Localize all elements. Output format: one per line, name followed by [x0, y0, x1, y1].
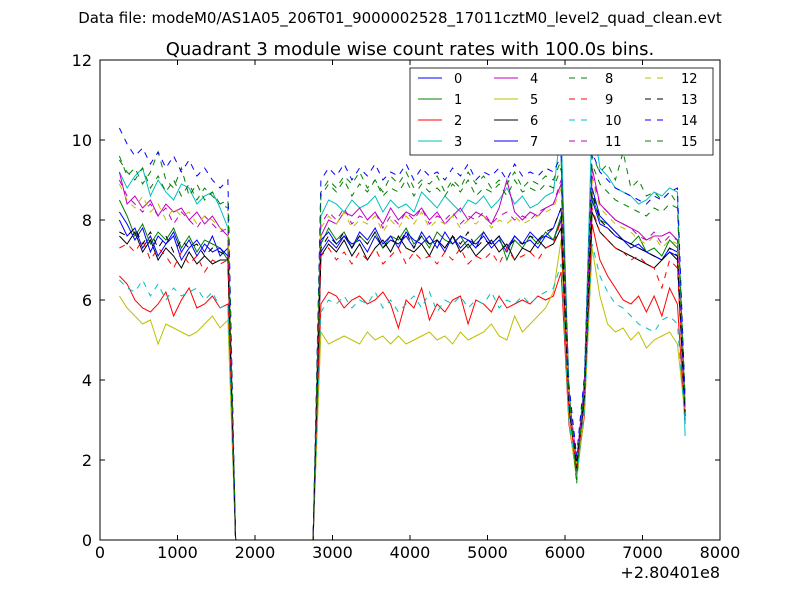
legend-label-10: 10 [605, 114, 622, 129]
legend-label-9: 9 [605, 93, 613, 108]
legend-label-4: 4 [530, 72, 538, 87]
series-line-1 [118, 195, 686, 541]
series-line-2 [119, 223, 686, 541]
series-line-15 [118, 159, 686, 541]
data-file-label: Data file: modeM0/AS1A05_206T01_90000025… [78, 9, 722, 28]
chart-title: Quadrant 3 module wise count rates with … [166, 39, 655, 60]
y-tick-label: 0 [82, 531, 92, 550]
x-tick-label: 0 [95, 543, 105, 562]
series-line-3 [118, 115, 686, 541]
x-tick-label: 1000 [157, 543, 198, 562]
x-offset-label: +2.80401e8 [620, 563, 720, 582]
x-tick-label: 6000 [545, 543, 586, 562]
legend-label-3: 3 [454, 135, 462, 150]
series-line-11 [118, 175, 686, 541]
series-line-9 [119, 207, 686, 541]
x-tick-label: 4000 [390, 543, 431, 562]
series-line-0 [118, 199, 686, 541]
tick-layer: 0 1000 2000 3000 4000 5000 6000 7000 80000246810… [72, 51, 741, 562]
series-line-8 [118, 150, 686, 541]
y-tick-label: 2 [82, 451, 92, 470]
legend-label-6: 6 [530, 114, 538, 129]
x-tick-label: 2000 [235, 543, 276, 562]
series-line-5 [118, 239, 686, 541]
x-tick-label: 8000 [700, 543, 741, 562]
y-tick-label: 10 [72, 131, 92, 150]
y-tick-label: 6 [82, 291, 92, 310]
series-line-12 [118, 179, 686, 541]
legend-label-5: 5 [530, 93, 538, 108]
legend-label-13: 13 [681, 93, 698, 108]
legend-label-11: 11 [605, 135, 622, 150]
series-line-14 [118, 127, 686, 541]
legend-label-1: 1 [454, 93, 462, 108]
series-line-7 [118, 187, 686, 541]
legend-label-14: 14 [681, 114, 698, 129]
y-tick-label: 12 [72, 51, 92, 70]
series-line-4 [118, 167, 686, 541]
x-tick-label: 3000 [312, 543, 353, 562]
x-tick-label: 5000 [467, 543, 508, 562]
legend-label-0: 0 [454, 72, 462, 87]
y-tick-label: 4 [82, 371, 92, 390]
series-layer [118, 115, 686, 541]
legend-label-15: 15 [681, 135, 698, 150]
series-line-13 [119, 191, 686, 541]
legend-label-7: 7 [530, 135, 538, 150]
legend-label-12: 12 [681, 72, 698, 87]
legend-label-8: 8 [605, 72, 613, 87]
y-tick-label: 8 [82, 211, 92, 230]
x-tick-label: 7000 [622, 543, 663, 562]
series-line-10 [119, 243, 686, 541]
legend-label-2: 2 [454, 114, 462, 129]
